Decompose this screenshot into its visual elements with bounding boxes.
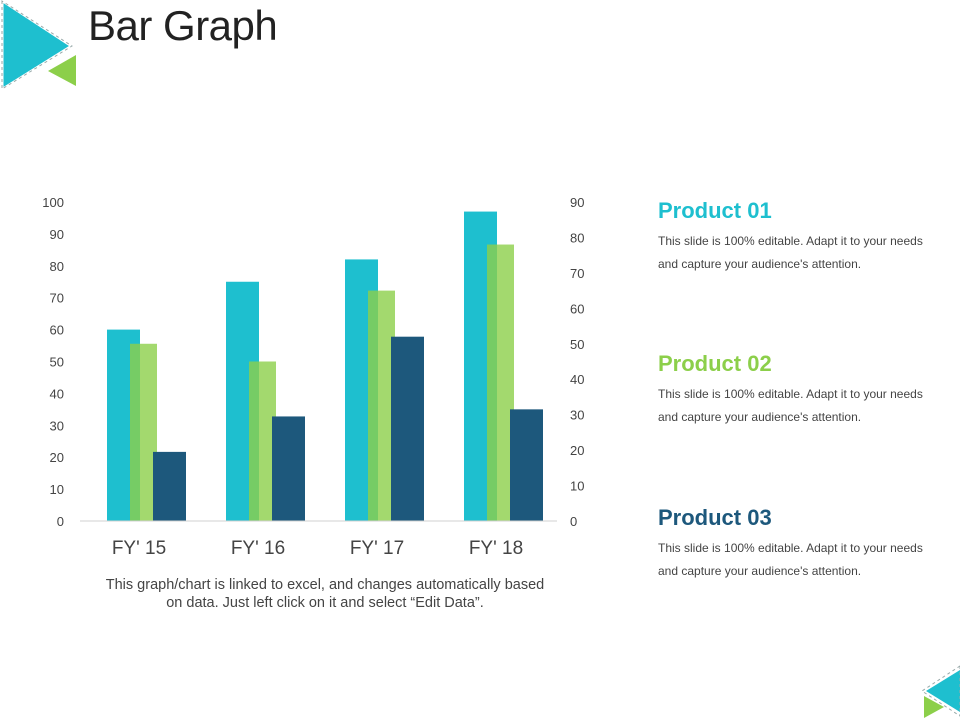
legend-product-01: Product 01 This slide is 100% editable. …: [658, 198, 938, 275]
right-axis-ticks: 0 10 20 30 40 50 60 70 80 90: [570, 195, 584, 529]
bars: [107, 211, 543, 522]
bar-product-02: [130, 343, 157, 521]
bar-product-02: [487, 244, 514, 522]
left-tick-label: 50: [50, 355, 64, 370]
left-tick-label: 0: [57, 514, 64, 529]
bar-product-03: [391, 336, 424, 521]
legend-description: This slide is 100% editable. Adapt it to…: [658, 234, 923, 271]
category-labels: FY' 15 FY' 16 FY' 17 FY' 18: [112, 538, 523, 559]
category-label: FY' 16: [231, 538, 285, 559]
bar-product-03: [272, 416, 305, 521]
right-tick-label: 0: [570, 514, 577, 529]
bar-product-02: [249, 361, 276, 521]
right-tick-label: 90: [570, 195, 584, 210]
legend-product-02: Product 02 This slide is 100% editable. …: [658, 351, 938, 428]
right-tick-label: 60: [570, 301, 584, 316]
right-tick-label: 50: [570, 337, 584, 352]
bar-product-03: [510, 409, 543, 521]
page-title: Bar Graph: [88, 2, 278, 49]
legend-title: Product 01: [658, 198, 772, 223]
left-tick-label: 20: [50, 450, 64, 465]
right-tick-label: 40: [570, 372, 584, 387]
category-label: FY' 17: [350, 538, 404, 559]
bar-product-02: [368, 290, 395, 521]
legend-description: This slide is 100% editable. Adapt it to…: [658, 387, 923, 424]
left-tick-label: 70: [50, 291, 64, 306]
right-tick-label: 10: [570, 479, 584, 494]
category-label: FY' 18: [469, 538, 523, 559]
left-tick-label: 60: [50, 323, 64, 338]
legend-description: This slide is 100% editable. Adapt it to…: [658, 541, 923, 578]
chart-note: This graph/chart is linked to excel, and…: [105, 577, 545, 611]
left-axis-ticks: 0 10 20 30 40 50 60 70 80 90 100: [42, 195, 64, 529]
right-tick-label: 70: [570, 266, 584, 281]
right-tick-label: 20: [570, 443, 584, 458]
left-tick-label: 40: [50, 386, 64, 401]
left-tick-label: 80: [50, 259, 64, 274]
left-tick-label: 10: [50, 482, 64, 497]
category-label: FY' 15: [112, 538, 166, 559]
legend-title: Product 02: [658, 351, 772, 376]
legend-title: Product 03: [658, 505, 772, 530]
right-tick-label: 80: [570, 230, 584, 245]
legend-product-03: Product 03 This slide is 100% editable. …: [658, 505, 938, 582]
corner-triangles-decoration: [1, 0, 76, 90]
left-tick-label: 90: [50, 227, 64, 242]
right-tick-label: 30: [570, 408, 584, 423]
left-tick-label: 100: [42, 195, 64, 210]
left-tick-label: 30: [50, 418, 64, 433]
corner-triangles-decoration-bottom: [921, 665, 960, 718]
bar-product-03: [153, 451, 186, 521]
